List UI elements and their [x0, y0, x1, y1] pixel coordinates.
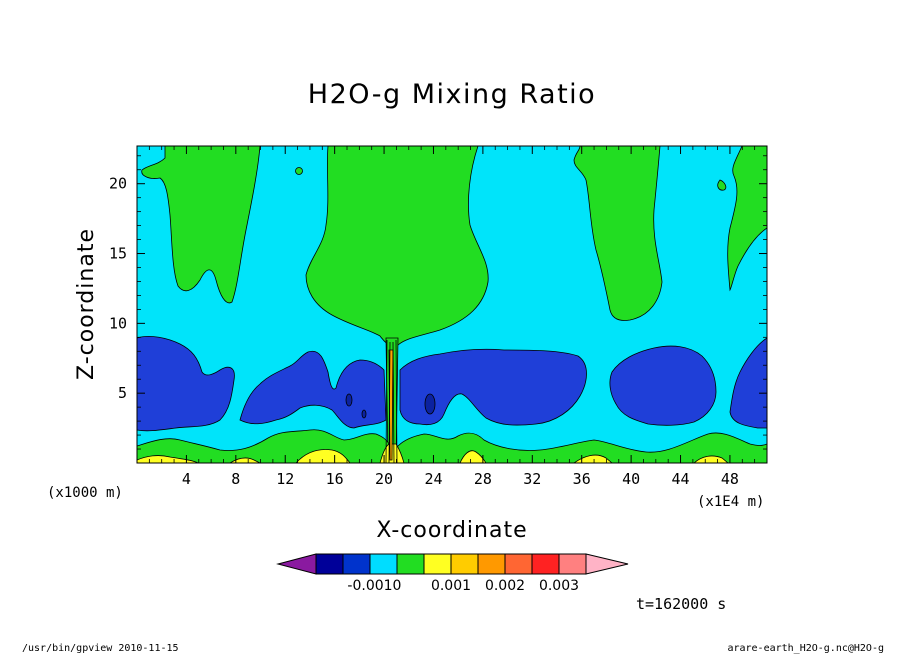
colorbar-over-arrow: [585, 553, 629, 575]
x-tick-label: 20: [375, 470, 393, 488]
y-scale-note: (x1000 m): [47, 485, 123, 501]
colorbar-label: 0.003: [539, 578, 579, 594]
yellow-surface-2: [229, 457, 261, 463]
deep-blue-cell-3: [361, 409, 367, 419]
plot-frame: [136, 145, 768, 464]
green-band-lower: [137, 429, 767, 463]
yellow-surface-3: [295, 449, 351, 463]
colorbar-label: 0: [393, 578, 402, 594]
green-dot: [295, 167, 303, 175]
green-plume-edge: [727, 146, 767, 292]
x-tick-label: 24: [424, 470, 442, 488]
x-axis-label: X-coordinate: [376, 518, 527, 543]
time-label: t=162000 s: [636, 595, 726, 613]
colorbar-label: -0.001: [347, 578, 392, 594]
blue-band-left: [137, 336, 235, 432]
yellow-surface-7: [693, 455, 729, 463]
colorbar-swatch: [396, 553, 425, 575]
blue-band-center-right: [399, 348, 587, 426]
colorbar-swatch: [423, 553, 452, 575]
footer-left: /usr/bin/gpview 2010-11-15: [22, 643, 179, 654]
x-tick-label: 4: [182, 470, 191, 488]
green-plume-right: [573, 146, 663, 321]
colorbar-label: 0.002: [485, 578, 525, 594]
blue-band-center-left: [239, 350, 387, 429]
colorbar-swatch: [369, 553, 398, 575]
y-tick-label: 5: [118, 384, 127, 402]
colorbar-swatch: [342, 553, 371, 575]
colorbar-swatch: [558, 553, 587, 575]
x-tick-label: 48: [721, 470, 739, 488]
x-tick-label: 16: [326, 470, 344, 488]
colorbar-swatch: [477, 553, 506, 575]
plot-area: [137, 146, 767, 463]
y-axis-label: Z-coordinate: [74, 228, 99, 380]
central-updraft-lines: [385, 339, 398, 463]
x-tick-label: 40: [622, 470, 640, 488]
green-plume-left: [141, 146, 261, 304]
y-tick-label: 10: [109, 314, 127, 332]
colorbar-under-arrow: [276, 553, 317, 575]
deep-blue-cell-2: [424, 393, 436, 415]
colorbar-swatch: [531, 553, 560, 575]
x-tick-label: 36: [573, 470, 591, 488]
chart-title: H2O-g Mixing Ratio: [308, 79, 596, 110]
y-axis: 5 10 15 20: [109, 155, 767, 450]
yellow-surface-5: [459, 450, 487, 463]
deep-blue-cell-1: [345, 393, 353, 407]
blue-band-edge: [729, 337, 767, 429]
x-tick-label: 12: [276, 470, 294, 488]
yellow-surface-1: [137, 455, 199, 463]
x-tick-label: 44: [671, 470, 689, 488]
footer-right: arare-earth_H2O-g.nc@H2O-g: [727, 643, 884, 654]
x-tick-label: 8: [231, 470, 240, 488]
green-patch-small: [717, 179, 727, 191]
y-tick-label: 20: [109, 175, 127, 193]
colorbar-swatch: [315, 553, 344, 575]
colorbar-swatch: [504, 553, 533, 575]
yellow-surface-6: [573, 454, 613, 463]
x-axis: 4 8 12 16 20 24 28 32 36 40 44 48: [148, 146, 756, 488]
colorbar: -0.001 0 0.001 0.002 0.003: [276, 553, 629, 594]
y-tick-label: 15: [109, 245, 127, 263]
blue-band-right: [609, 345, 717, 426]
colorbar-label: 0.001: [431, 578, 471, 594]
x-scale-note: (x1E4 m): [697, 494, 764, 510]
colorbar-swatch: [450, 553, 479, 575]
x-tick-label: 28: [474, 470, 492, 488]
x-tick-label: 32: [523, 470, 541, 488]
